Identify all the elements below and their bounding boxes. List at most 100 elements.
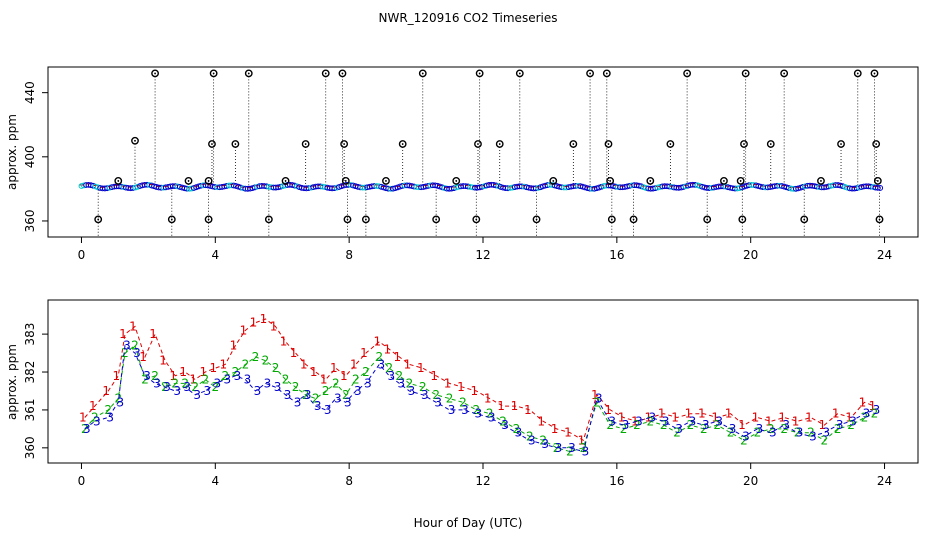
series-point-1: 1 — [869, 399, 877, 413]
chart-title: NWR_120916 CO2 Timeseries — [379, 11, 558, 25]
series-point-1: 1 — [832, 407, 840, 421]
outlier-point — [167, 215, 176, 224]
series-point-2: 2 — [459, 395, 467, 409]
outlier-point-center — [610, 218, 613, 221]
outlier-point — [475, 69, 484, 78]
outlier-point-center — [187, 179, 190, 182]
series-point-2: 2 — [352, 373, 360, 387]
measurement-point — [874, 184, 881, 191]
series-point-1: 1 — [765, 414, 773, 428]
series-point-1: 1 — [340, 369, 348, 383]
outlier-point-center — [607, 143, 610, 145]
series-point-2: 2 — [687, 418, 695, 432]
series-point-3: 3 — [294, 395, 302, 409]
series-point-2: 2 — [141, 373, 149, 387]
series-point-1: 1 — [330, 361, 338, 375]
series-point-2: 2 — [673, 426, 681, 440]
outlier-point-center — [97, 218, 100, 221]
series-point-1: 1 — [778, 411, 786, 425]
outlier-point — [264, 215, 273, 224]
series-point-1: 1 — [564, 426, 572, 440]
series-point-2: 2 — [201, 373, 209, 387]
outlier-point — [244, 69, 253, 78]
outlier-point — [495, 140, 504, 148]
series-point-1: 1 — [79, 411, 87, 425]
series-point-3: 3 — [93, 414, 101, 428]
series-point-2: 2 — [700, 422, 708, 436]
series-point-3: 3 — [304, 388, 312, 402]
series-point-3: 3 — [635, 414, 643, 428]
series-point-2: 2 — [262, 354, 270, 368]
outlier-point-center — [873, 72, 876, 75]
outlier-point-center — [686, 72, 689, 75]
series-point-1: 1 — [89, 399, 97, 413]
x-tick-label: 4 — [211, 248, 219, 262]
series-point-3: 3 — [408, 384, 416, 398]
outlier-point — [604, 140, 613, 148]
outlier-point-center — [207, 179, 210, 182]
series-point-1: 1 — [618, 411, 626, 425]
series-point-1: 1 — [209, 361, 217, 375]
series-point-2: 2 — [406, 376, 414, 390]
series-point-1: 1 — [430, 369, 438, 383]
series-point-2: 2 — [375, 350, 383, 364]
outlier-point-center — [739, 179, 742, 182]
series-point-2: 2 — [593, 395, 601, 409]
outlier-point — [418, 69, 427, 78]
series-point-1: 1 — [159, 354, 167, 368]
series-point-2: 2 — [342, 388, 350, 402]
series-point-3: 3 — [822, 426, 830, 440]
series-point-1: 1 — [179, 365, 187, 379]
series-point-3: 3 — [662, 414, 670, 428]
series-point-3: 3 — [836, 418, 844, 432]
series-point-3: 3 — [364, 376, 372, 390]
series-point-2: 2 — [292, 380, 300, 394]
series-point-3: 3 — [106, 411, 114, 425]
outlier-point — [586, 69, 594, 78]
outlier-point-center — [856, 72, 859, 75]
outlier-point-center — [170, 218, 173, 221]
outlier-point-center — [455, 179, 458, 182]
series-point-1: 1 — [444, 376, 452, 390]
x-tick-label: 16 — [609, 474, 624, 488]
series-point-1: 1 — [404, 357, 412, 371]
series-point-3: 3 — [622, 418, 630, 432]
series-point-2: 2 — [580, 441, 588, 455]
outlier-point-center — [385, 179, 387, 182]
series-point-1: 1 — [845, 411, 853, 425]
outlier-point-center — [284, 179, 287, 182]
outlier-point-center — [346, 218, 349, 221]
series-point-3: 3 — [354, 384, 362, 398]
outlier-point-center — [649, 179, 652, 182]
series-point-3: 3 — [555, 441, 563, 455]
outlier-point-center — [535, 218, 538, 221]
series-point-1: 1 — [102, 384, 110, 398]
series-line-1 — [84, 318, 875, 442]
outlier-point — [532, 215, 541, 224]
series-point-1: 1 — [220, 357, 228, 371]
series-point-1: 1 — [752, 411, 760, 425]
outlier-point-center — [498, 143, 501, 145]
series-point-2: 2 — [646, 414, 654, 428]
series-point-1: 1 — [300, 357, 308, 371]
series-point-2: 2 — [312, 392, 320, 406]
series-point-2: 2 — [807, 426, 815, 440]
series-point-1: 1 — [169, 369, 177, 383]
series-point-2: 2 — [606, 418, 614, 432]
series-point-2: 2 — [820, 433, 828, 447]
outlier-point-center — [783, 72, 786, 75]
series-point-1: 1 — [457, 380, 465, 394]
series-point-3: 3 — [715, 414, 723, 428]
series-point-3: 3 — [702, 418, 710, 432]
outlier-point-center — [154, 72, 156, 75]
series-point-2: 2 — [660, 418, 668, 432]
outlier-point-center — [478, 72, 481, 75]
series-point-1: 1 — [470, 384, 478, 398]
series-point-1: 1 — [551, 422, 559, 436]
series-point-3: 3 — [689, 414, 697, 428]
outlier-point — [646, 176, 655, 185]
series-point-3: 3 — [203, 384, 211, 398]
outlier-point-center — [344, 179, 347, 182]
outlier-point-center — [743, 143, 745, 145]
